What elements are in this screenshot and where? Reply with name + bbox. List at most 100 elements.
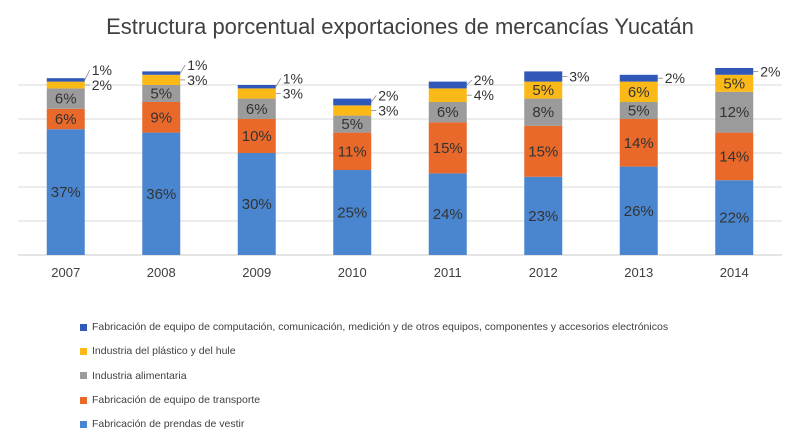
x-tick-label: 2011 <box>434 265 462 280</box>
bar-segment <box>46 129 85 255</box>
bar-segment <box>619 166 658 255</box>
data-label: 2% <box>665 70 685 86</box>
bar-segment <box>237 85 276 89</box>
bar-segment <box>333 115 372 133</box>
legend-item: Industria del plástico y del hule <box>80 339 668 363</box>
bar-segment <box>619 102 658 119</box>
data-label: 14% <box>719 148 749 165</box>
data-label: 2% <box>378 88 398 104</box>
bar-segment <box>333 170 372 255</box>
legend-swatch <box>80 323 87 331</box>
data-label: 24% <box>433 206 463 223</box>
legend-item: Fabricación de prendas de vestir <box>80 412 668 436</box>
x-tick-label: 2007 <box>51 265 80 280</box>
bar-segment <box>524 176 563 255</box>
data-label: 1% <box>187 57 207 73</box>
bar-segment <box>237 153 276 255</box>
data-label: 6% <box>246 101 268 118</box>
bar-segment <box>428 88 467 102</box>
data-label: 15% <box>433 140 463 157</box>
data-label: 37% <box>51 184 81 201</box>
x-tick-label: 2010 <box>338 265 367 280</box>
data-label: 5% <box>341 116 363 133</box>
bar-segment <box>142 74 181 85</box>
data-label: 1% <box>283 71 303 87</box>
legend-label: Fabricación de equipo de transporte <box>92 394 261 407</box>
legend-label: Industria del plástico y del hule <box>92 345 236 358</box>
data-label: 10% <box>242 128 272 145</box>
data-label: 23% <box>528 208 558 225</box>
data-label: 3% <box>569 69 589 85</box>
data-label: 2% <box>92 77 112 93</box>
legend-label: Fabricación de prendas de vestir <box>92 418 245 431</box>
leader-line <box>179 64 186 74</box>
data-label: 5% <box>723 75 745 92</box>
data-label: 5% <box>532 82 554 99</box>
legend-swatch <box>80 372 87 380</box>
legend-swatch <box>80 420 87 428</box>
bar-segment <box>619 119 658 167</box>
data-label: 30% <box>242 196 272 213</box>
bar-segment <box>524 98 563 126</box>
bar-segment <box>333 98 372 106</box>
data-label: 36% <box>146 186 176 203</box>
bar-segment <box>715 68 754 75</box>
data-label: 25% <box>337 205 367 222</box>
bar-segment <box>428 81 467 89</box>
legend-label: Fabricación de equipo de computación, co… <box>92 321 669 334</box>
bar-segment <box>715 91 754 133</box>
bar-segment <box>715 74 754 92</box>
data-label: 5% <box>628 103 650 120</box>
data-label: 3% <box>187 72 207 88</box>
x-tick-label: 2009 <box>242 265 271 280</box>
legend-swatch <box>80 396 87 404</box>
legend-item: Fabricación de equipo de transporte <box>80 388 668 412</box>
x-tick-label: 2012 <box>529 265 558 280</box>
bar-segment <box>333 105 372 116</box>
bar-segment <box>428 173 467 255</box>
bar-segment <box>619 74 658 82</box>
bar-segment <box>428 102 467 123</box>
bar-segment <box>237 98 276 119</box>
data-label: 6% <box>628 84 650 101</box>
legend: Fabricación de equipo de computación, co… <box>80 315 668 436</box>
plot-area: 37%6%6%2%1%200736%9%5%3%1%200830%10%6%3%… <box>18 57 782 280</box>
data-label: 1% <box>92 62 112 78</box>
data-label: 4% <box>474 87 494 103</box>
bar-segment <box>237 119 276 153</box>
legend-swatch <box>80 347 87 355</box>
data-label: 6% <box>437 104 459 121</box>
bar-segment <box>333 132 372 170</box>
data-label: 5% <box>150 86 172 103</box>
data-label: 8% <box>532 104 554 121</box>
data-label: 26% <box>624 203 654 220</box>
leader-line <box>370 95 377 103</box>
bar-segment <box>142 85 181 102</box>
legend-item: Industria alimentaria <box>80 364 668 388</box>
legend-item: Fabricación de equipo de computación, co… <box>80 315 668 339</box>
bar-segment <box>715 180 754 255</box>
bar-segment <box>142 102 181 133</box>
bar-segment <box>142 132 181 255</box>
data-label: 15% <box>528 143 558 160</box>
data-label: 3% <box>283 86 303 102</box>
bar-segment <box>428 122 467 174</box>
data-label: 11% <box>338 143 367 160</box>
data-label: 2% <box>474 72 494 88</box>
bar-segment <box>524 81 563 99</box>
chart-title: Estructura porcentual exportaciones de m… <box>106 14 694 39</box>
x-tick-label: 2008 <box>147 265 176 280</box>
bar-segment <box>142 71 181 75</box>
data-label: 6% <box>55 91 77 108</box>
data-label: 22% <box>719 210 749 227</box>
bar-segment <box>619 81 658 102</box>
data-label: 2% <box>760 63 780 79</box>
bar-segment <box>46 88 85 109</box>
data-label: 3% <box>378 103 398 119</box>
leader-line <box>275 78 282 87</box>
bar-segment <box>46 81 85 89</box>
x-tick-label: 2014 <box>720 265 749 280</box>
legend-label: Industria alimentaria <box>92 369 187 382</box>
bar-segment <box>524 125 563 177</box>
